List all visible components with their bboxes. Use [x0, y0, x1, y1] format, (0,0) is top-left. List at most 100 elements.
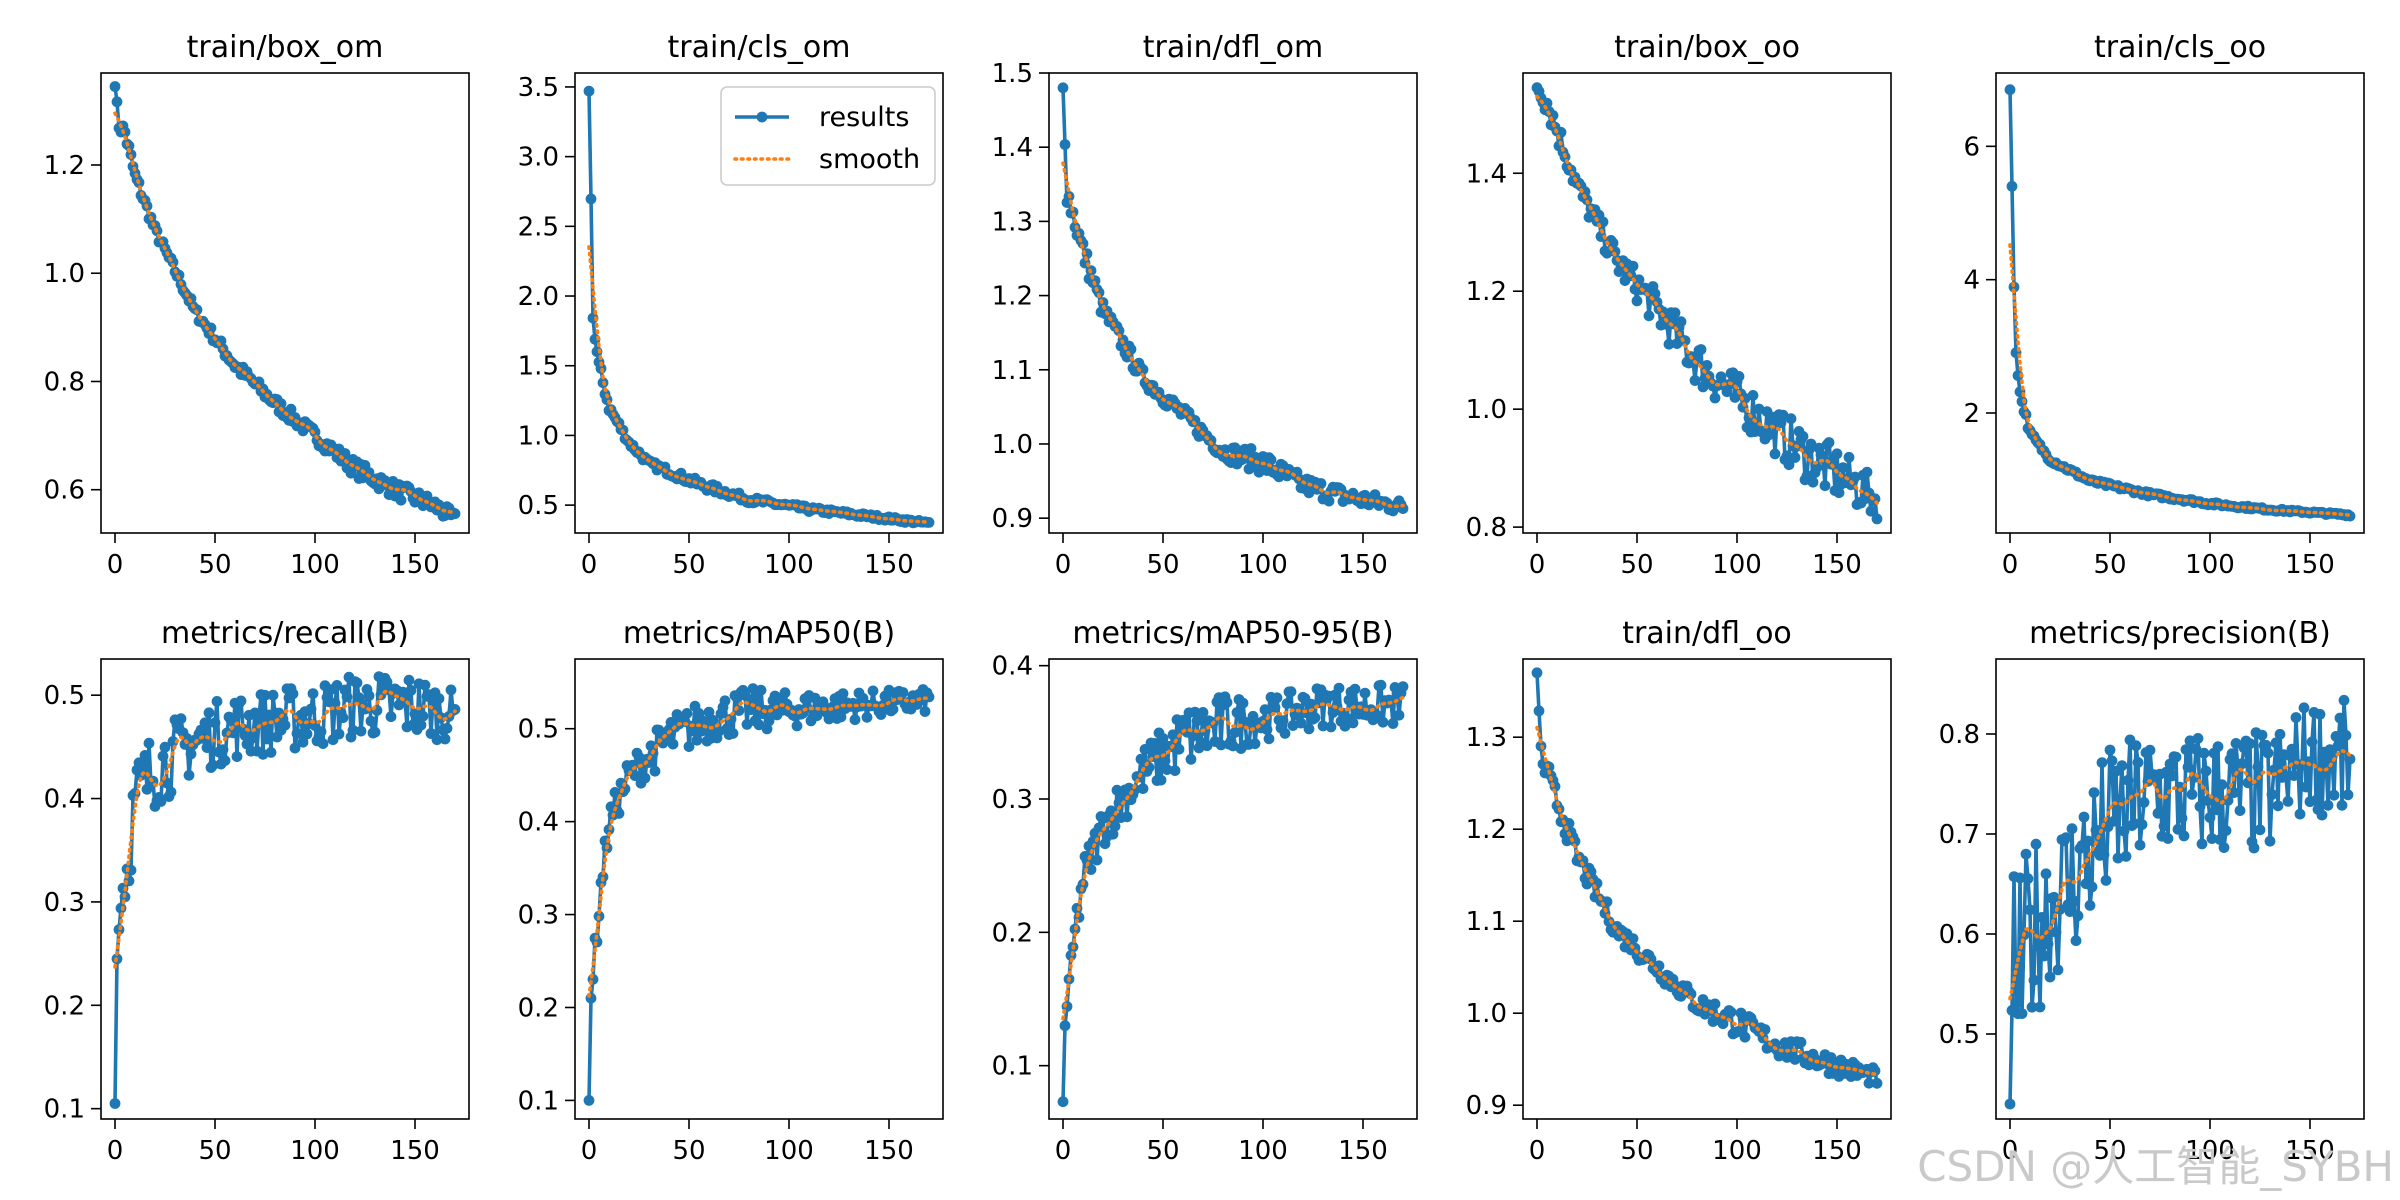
- y-tick-label: 0.9: [1466, 1091, 1507, 1121]
- results-point: [1643, 310, 1655, 322]
- results-point: [755, 684, 767, 696]
- results-point: [2132, 757, 2144, 768]
- results-point: [1325, 721, 1337, 733]
- results-point: [1157, 733, 1169, 744]
- results-point: [2048, 891, 2060, 903]
- results-point: [2300, 781, 2312, 793]
- results-point: [779, 687, 791, 699]
- results-point: [301, 728, 313, 740]
- results-point: [1059, 1020, 1071, 1032]
- results-point: [2230, 738, 2242, 749]
- results-point: [305, 703, 317, 715]
- watermark-text: CSDN @人工智能_SYBH: [1917, 1142, 2394, 1191]
- results-point: [1607, 237, 1619, 249]
- results-point: [279, 719, 291, 731]
- results-point: [2040, 868, 2052, 880]
- results-point: [2254, 824, 2266, 836]
- results-point: [2084, 900, 2096, 911]
- x-tick-label: 100: [290, 1136, 340, 1166]
- results-point: [1359, 687, 1371, 699]
- results-point: [2100, 875, 2112, 886]
- results-point: [1789, 452, 1801, 463]
- results-point: [919, 706, 931, 717]
- results-point: [431, 734, 443, 746]
- results-point: [2226, 748, 2238, 760]
- x-tick-label: 50: [198, 550, 231, 580]
- subplot-metrics-map50-95-b-: metrics/mAP50-95(B) 0 50 100 150 0.1 0.2 0.3 0.4: [992, 616, 1418, 1166]
- y-tick-label: 0.3: [992, 785, 1033, 815]
- y-tick-label: 1.0: [518, 421, 559, 451]
- subplot-title: train/cls_om: [668, 30, 851, 65]
- y-tick-label: 0.5: [518, 715, 559, 745]
- axes-frame: [1995, 72, 2365, 534]
- results-point: [2014, 872, 2026, 884]
- legend-smooth-label: smooth: [819, 144, 920, 175]
- results-point: [1747, 390, 1759, 401]
- plot-area: [1057, 679, 1409, 1108]
- results-point: [1675, 316, 1687, 328]
- y-tick-label: 0.4: [518, 808, 559, 838]
- results-point: [2264, 835, 2276, 847]
- x-tick-label: 150: [2285, 550, 2335, 580]
- results-point: [2108, 815, 2120, 827]
- results-point: [1189, 706, 1201, 718]
- y-tick-label: 0.6: [44, 476, 85, 506]
- results-point: [347, 724, 359, 736]
- smooth-line: [2008, 748, 2352, 1001]
- results-point: [1197, 707, 1209, 718]
- results-point: [1279, 728, 1291, 739]
- results-point: [2262, 747, 2274, 759]
- results-point: [1805, 438, 1817, 450]
- results-point: [2344, 753, 2356, 765]
- results-point: [403, 674, 415, 686]
- smooth-line: [113, 689, 457, 969]
- results-point: [261, 733, 273, 745]
- y-tick-label: 3.5: [518, 73, 559, 103]
- results-point: [2032, 940, 2044, 952]
- x-tick-label: 0: [2002, 1136, 2019, 1166]
- results-point: [1733, 371, 1745, 382]
- results-point: [1121, 811, 1133, 823]
- results-point: [433, 693, 445, 704]
- results-point: [1305, 698, 1317, 710]
- results-point: [2228, 787, 2240, 798]
- results-point: [1269, 702, 1281, 713]
- results-point: [649, 765, 661, 777]
- y-tick-label: 0.5: [1939, 1020, 1980, 1050]
- y-tick-label: 1.4: [992, 133, 1033, 163]
- results-point: [2192, 733, 2204, 744]
- results-point: [369, 726, 381, 738]
- x-tick-label: 0: [1055, 1136, 1072, 1166]
- results-point: [1271, 692, 1283, 704]
- subplot-title: train/box_om: [187, 30, 384, 65]
- results-point: [861, 711, 873, 723]
- results-point: [1717, 1018, 1729, 1030]
- y-tick-label: 1.0: [1466, 999, 1507, 1029]
- results-point: [1221, 697, 1233, 708]
- results-point: [1377, 716, 1389, 728]
- results-point: [307, 688, 319, 699]
- results-point: [1057, 82, 1069, 94]
- x-tick-label: 50: [198, 1136, 231, 1166]
- results-point: [2196, 838, 2208, 850]
- results-point: [923, 517, 935, 528]
- results-point: [1725, 1006, 1737, 1018]
- y-tick-label: 1.0: [44, 259, 85, 289]
- results-point: [2282, 796, 2294, 807]
- x-tick-label: 100: [764, 1136, 814, 1166]
- results-point: [583, 1095, 595, 1106]
- results-point: [2338, 694, 2350, 706]
- results-point: [1831, 448, 1843, 460]
- results-point: [1789, 1054, 1801, 1065]
- results-line: [113, 86, 456, 519]
- results-point: [2158, 820, 2170, 832]
- results-point: [1697, 381, 1709, 393]
- results-point: [1843, 451, 1855, 463]
- results-line: [2008, 89, 2352, 518]
- results-point: [341, 691, 353, 703]
- y-tick-label: 0.3: [518, 901, 559, 931]
- x-tick-label: 50: [1620, 1136, 1653, 1166]
- results-point: [415, 719, 427, 731]
- results-point: [2206, 833, 2218, 844]
- smooth-line: [2008, 243, 2352, 518]
